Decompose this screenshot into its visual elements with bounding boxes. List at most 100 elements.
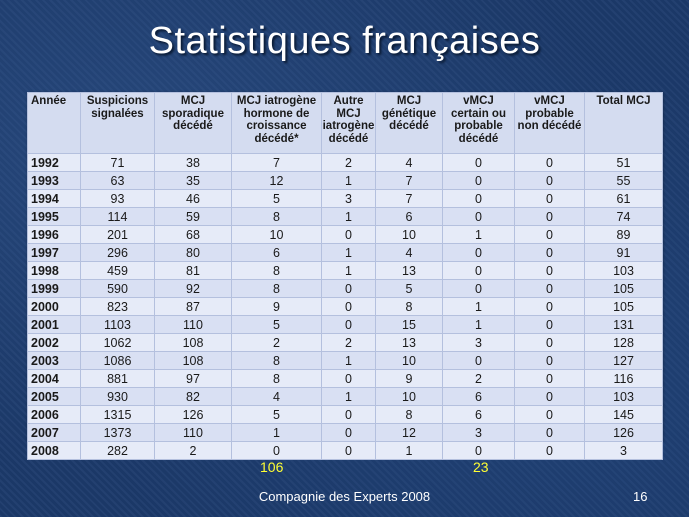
table-cell: 1 xyxy=(442,315,515,334)
table-cell: 0 xyxy=(514,315,585,334)
table-cell: 6 xyxy=(375,207,443,226)
table-cell: 0 xyxy=(514,261,585,280)
table-cell: 97 xyxy=(154,369,232,388)
year-cell: 1992 xyxy=(27,153,81,172)
year-cell: 2004 xyxy=(27,369,81,388)
year-cell: 2002 xyxy=(27,333,81,352)
table-cell: 10 xyxy=(375,387,443,406)
table-row: 2007 1373 110 1 0 12 3 0 126 xyxy=(27,423,663,442)
table-row: 1997 296 80 6 1 4 0 0 91 xyxy=(27,243,663,262)
table-cell: 0 xyxy=(321,279,376,298)
table-cell: 128 xyxy=(584,333,663,352)
statistics-table: Année Suspicions signalées MCJ sporadiqu… xyxy=(27,92,663,460)
year-cell: 1993 xyxy=(27,171,81,190)
table-cell: 0 xyxy=(514,369,585,388)
table-cell: 1 xyxy=(321,351,376,370)
table-cell: 63 xyxy=(80,171,155,190)
page-number: 16 xyxy=(633,489,648,504)
table-cell: 8 xyxy=(375,297,443,316)
table-cell: 0 xyxy=(442,279,515,298)
table-cell: 282 xyxy=(80,441,155,460)
header-cell: MCJ iatrogène hormone de croissance décé… xyxy=(231,92,322,154)
table-cell: 46 xyxy=(154,189,232,208)
table-cell: 0 xyxy=(514,351,585,370)
table-cell: 74 xyxy=(584,207,663,226)
table-cell: 10 xyxy=(375,351,443,370)
table-cell: 930 xyxy=(80,387,155,406)
table-cell: 116 xyxy=(584,369,663,388)
table-cell: 459 xyxy=(80,261,155,280)
table-cell: 82 xyxy=(154,387,232,406)
table-cell: 1 xyxy=(231,423,322,442)
iatrogenic-total-note: 106 xyxy=(260,459,284,475)
table-cell: 1 xyxy=(442,225,515,244)
table-cell: 1 xyxy=(442,297,515,316)
table-cell: 12 xyxy=(231,171,322,190)
table-row: 2008 282 2 0 0 1 0 0 3 xyxy=(27,441,663,460)
table-cell: 93 xyxy=(80,189,155,208)
table-cell: 3 xyxy=(321,189,376,208)
table-cell: 1086 xyxy=(80,351,155,370)
statistics-table-container: Année Suspicions signalées MCJ sporadiqu… xyxy=(27,92,663,460)
table-cell: 0 xyxy=(514,441,585,460)
table-cell: 8 xyxy=(231,207,322,226)
table-row: 1999 590 92 8 0 5 0 0 105 xyxy=(27,279,663,298)
table-cell: 1 xyxy=(321,387,376,406)
table-cell: 68 xyxy=(154,225,232,244)
table-cell: 0 xyxy=(442,243,515,262)
header-cell: vMCJ certain ou probable décédé xyxy=(442,92,515,154)
table-cell: 823 xyxy=(80,297,155,316)
table-header-row: Année Suspicions signalées MCJ sporadiqu… xyxy=(27,92,663,154)
vcjd-total-note: 23 xyxy=(473,459,489,475)
table-cell: 0 xyxy=(514,423,585,442)
table-cell: 0 xyxy=(321,369,376,388)
table-cell: 2 xyxy=(154,441,232,460)
table-cell: 5 xyxy=(375,279,443,298)
table-row: 2001 1103 110 5 0 15 1 0 131 xyxy=(27,315,663,334)
table-cell: 91 xyxy=(584,243,663,262)
table-cell: 92 xyxy=(154,279,232,298)
table-cell: 0 xyxy=(514,225,585,244)
year-cell: 2000 xyxy=(27,297,81,316)
year-cell: 1994 xyxy=(27,189,81,208)
table-cell: 0 xyxy=(321,441,376,460)
table-cell: 4 xyxy=(375,243,443,262)
year-cell: 2008 xyxy=(27,441,81,460)
table-cell: 3 xyxy=(442,333,515,352)
table-cell: 108 xyxy=(154,351,232,370)
table-cell: 110 xyxy=(154,423,232,442)
table-cell: 127 xyxy=(584,351,663,370)
table-cell: 881 xyxy=(80,369,155,388)
table-cell: 55 xyxy=(584,171,663,190)
table-cell: 71 xyxy=(80,153,155,172)
table-cell: 7 xyxy=(375,189,443,208)
table-cell: 2 xyxy=(321,333,376,352)
header-cell: MCJ génétique décédé xyxy=(375,92,443,154)
table-cell: 0 xyxy=(321,423,376,442)
table-cell: 0 xyxy=(514,171,585,190)
table-cell: 8 xyxy=(231,261,322,280)
table-cell: 0 xyxy=(514,297,585,316)
table-cell: 103 xyxy=(584,261,663,280)
table-cell: 108 xyxy=(154,333,232,352)
table-cell: 0 xyxy=(514,279,585,298)
table-cell: 13 xyxy=(375,261,443,280)
table-cell: 7 xyxy=(231,153,322,172)
table-cell: 5 xyxy=(231,315,322,334)
table-row: 2006 1315 126 5 0 8 6 0 145 xyxy=(27,405,663,424)
table-cell: 0 xyxy=(321,297,376,316)
table-cell: 0 xyxy=(514,333,585,352)
table-cell: 0 xyxy=(231,441,322,460)
header-cell: Total MCJ xyxy=(584,92,663,154)
table-cell: 105 xyxy=(584,279,663,298)
table-cell: 8 xyxy=(231,279,322,298)
footer-text: Compagnie des Experts 2008 xyxy=(258,489,431,504)
table-cell: 6 xyxy=(231,243,322,262)
table-cell: 131 xyxy=(584,315,663,334)
table-cell: 3 xyxy=(584,441,663,460)
table-cell: 0 xyxy=(514,387,585,406)
table-cell: 89 xyxy=(584,225,663,244)
table-cell: 35 xyxy=(154,171,232,190)
table-cell: 0 xyxy=(321,315,376,334)
year-cell: 2007 xyxy=(27,423,81,442)
